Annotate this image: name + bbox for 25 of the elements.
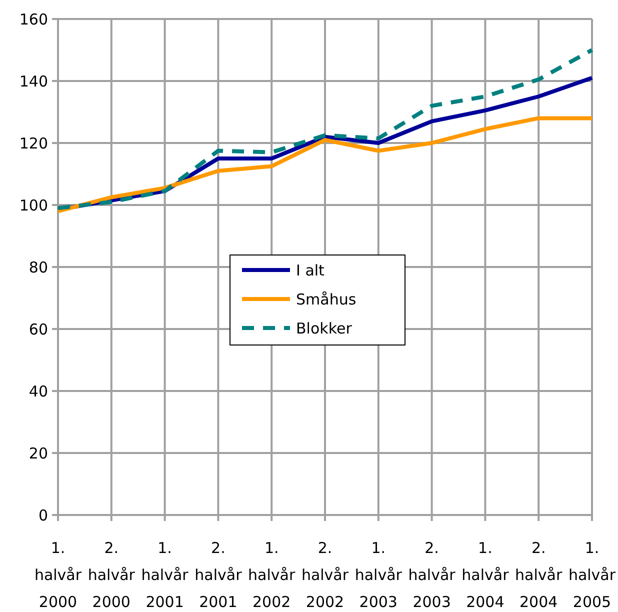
legend-label: Blokker xyxy=(296,319,353,338)
x-tick-label: 2. halvår 2001 xyxy=(194,539,243,611)
y-tick-label: 20 xyxy=(28,444,48,462)
x-tick-label: 1. halvår 2004 xyxy=(462,539,510,611)
legend-label: Småhus xyxy=(296,290,356,308)
line-series xyxy=(56,116,594,214)
x-tick-label: 2. halvår 2000 xyxy=(88,539,136,611)
x-tick-label: 1. halvår 2005 xyxy=(568,539,616,611)
y-tick-label: 160 xyxy=(19,10,48,28)
y-tick-label: 0 xyxy=(38,506,48,524)
x-tick-label: 2. halvår 2004 xyxy=(515,539,563,611)
x-tick-label: 1. halvår 2001 xyxy=(141,539,190,611)
x-tick-label: 1. halvår 2003 xyxy=(354,539,403,611)
x-tick-label: 2. halvår 2002 xyxy=(301,539,350,611)
legend-label: I alt xyxy=(296,261,325,280)
y-tick-label: 40 xyxy=(28,382,48,400)
y-tick-label: 60 xyxy=(28,320,48,338)
x-tick-label: 1. halvår 2002 xyxy=(248,539,296,611)
line-series xyxy=(56,48,594,210)
y-tick-label: 120 xyxy=(19,134,48,152)
x-tick-label: 2. halvår 2003 xyxy=(408,539,456,611)
y-tick-label: 140 xyxy=(19,72,48,90)
x-tick-label: 1. halvår 2000 xyxy=(34,539,82,611)
y-tick-label: 100 xyxy=(19,196,48,214)
y-tick-label: 80 xyxy=(28,258,48,276)
